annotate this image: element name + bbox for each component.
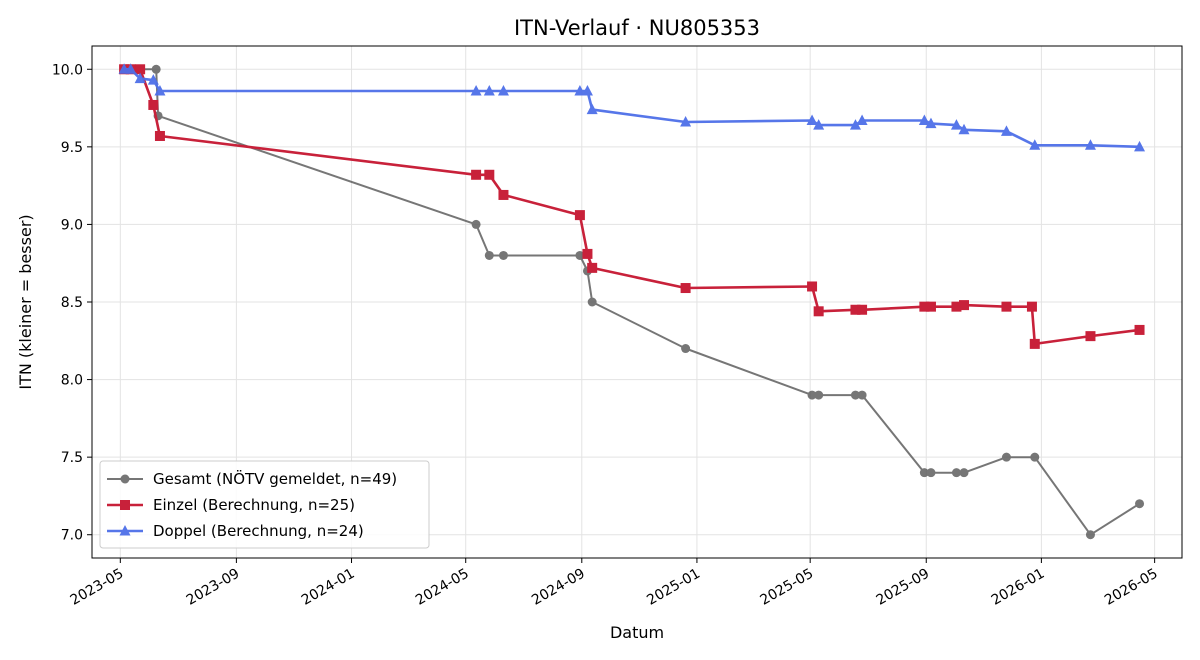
data-point-einzel: [959, 300, 969, 311]
data-point-doppel: [925, 117, 937, 129]
legend-marker: [120, 474, 130, 484]
y-tick-label: 9.0: [61, 217, 83, 233]
data-point-doppel: [134, 72, 146, 84]
data-point-einzel: [135, 64, 146, 75]
data-point-einzel: [925, 301, 936, 312]
legend-item-doppel: [107, 525, 143, 536]
data-point-doppel: [1084, 139, 1096, 150]
data-point-einzel: [154, 130, 165, 141]
legend-box: [99, 460, 430, 549]
legend-label: Gesamt (NÖTV gemeldet, n=49): [153, 469, 397, 488]
data-point-gesamt: [1001, 452, 1011, 462]
data-point-doppel: [918, 114, 930, 125]
data-point-einzel: [1026, 301, 1037, 312]
data-point-gesamt: [959, 468, 969, 478]
y-tick-label: 7.0: [61, 528, 83, 544]
data-point-doppel: [958, 123, 970, 135]
data-point-doppel: [586, 103, 598, 115]
data-point-gesamt: [850, 390, 860, 400]
data-point-doppel: [813, 119, 825, 130]
data-point-einzel: [919, 301, 930, 312]
legend-item-gesamt: [107, 474, 143, 484]
data-point-doppel: [1000, 125, 1012, 136]
data-point-doppel: [856, 114, 868, 125]
data-point-doppel: [950, 119, 962, 130]
data-point-doppel: [1134, 140, 1146, 152]
data-point-doppel: [806, 114, 818, 125]
data-point-doppel: [680, 116, 692, 127]
data-point-einzel: [813, 306, 824, 317]
legend-marker: [119, 525, 131, 536]
data-point-doppel: [147, 74, 159, 85]
series-layer: [118, 63, 1146, 540]
series-einzel: [119, 64, 1145, 349]
y-tick-label: 7.5: [61, 450, 83, 466]
data-point-einzel: [680, 283, 691, 294]
data-point-gesamt: [1030, 452, 1040, 462]
data-point-gesamt: [814, 390, 824, 400]
legend-label: Einzel (Berechnung, n=25): [153, 496, 355, 514]
data-point-gesamt: [919, 468, 929, 478]
data-point-einzel: [574, 210, 585, 221]
data-point-doppel: [125, 63, 137, 74]
data-point-einzel: [951, 301, 962, 312]
y-tick-label: 9.5: [61, 140, 83, 156]
data-point-gesamt: [857, 390, 867, 400]
data-point-einzel: [582, 248, 593, 259]
data-point-doppel: [1029, 139, 1041, 150]
legend-item-einzel: [107, 500, 143, 510]
data-point-gesamt: [1135, 499, 1145, 509]
data-point-gesamt: [1085, 530, 1095, 540]
data-point-doppel: [849, 119, 861, 130]
data-point-einzel: [587, 262, 598, 273]
data-point-einzel: [807, 281, 818, 292]
data-point-gesamt: [498, 250, 508, 260]
data-point-einzel: [850, 304, 861, 315]
data-point-gesamt: [484, 250, 494, 260]
data-point-einzel: [1001, 301, 1012, 312]
data-point-einzel: [1134, 324, 1145, 335]
legend-label: Doppel (Berechnung, n=24): [153, 522, 364, 540]
data-point-doppel: [483, 84, 495, 96]
data-point-gesamt: [681, 344, 691, 354]
data-point-gesamt: [951, 468, 961, 478]
data-point-gesamt: [587, 297, 597, 307]
y-tick-label: 10.0: [52, 62, 83, 78]
data-point-gesamt: [151, 64, 161, 74]
legend-marker: [120, 500, 130, 510]
data-point-doppel: [154, 84, 166, 96]
data-point-doppel: [581, 84, 593, 96]
y-tick-label: 8.5: [61, 295, 83, 311]
chart-title: ITN-Verlauf · NU805353: [514, 16, 760, 40]
data-point-einzel: [148, 99, 159, 110]
data-point-gesamt: [471, 219, 481, 229]
data-point-gesamt: [926, 468, 936, 478]
data-point-gesamt: [575, 250, 585, 260]
y-axis: 7.0 7.5 8.0 8.5 9.0 9.5 10.0: [52, 62, 92, 544]
data-point-einzel: [1085, 331, 1096, 342]
series-doppel: [118, 63, 1146, 152]
legend: Gesamt (NÖTV gemeldet, n=49) Einzel (Bere…: [99, 460, 430, 549]
data-point-einzel: [1029, 338, 1040, 349]
y-axis-title: ITN (kleiner = besser): [16, 214, 35, 389]
data-point-doppel: [574, 84, 586, 96]
data-point-doppel: [470, 84, 482, 96]
x-axis-title: Datum: [610, 623, 664, 642]
data-point-gesamt: [807, 390, 817, 400]
y-tick-label: 8.0: [61, 373, 83, 389]
data-point-einzel: [498, 189, 509, 200]
data-point-einzel: [471, 169, 482, 180]
data-point-doppel: [497, 84, 509, 96]
data-point-einzel: [857, 304, 868, 315]
data-point-einzel: [484, 169, 495, 180]
